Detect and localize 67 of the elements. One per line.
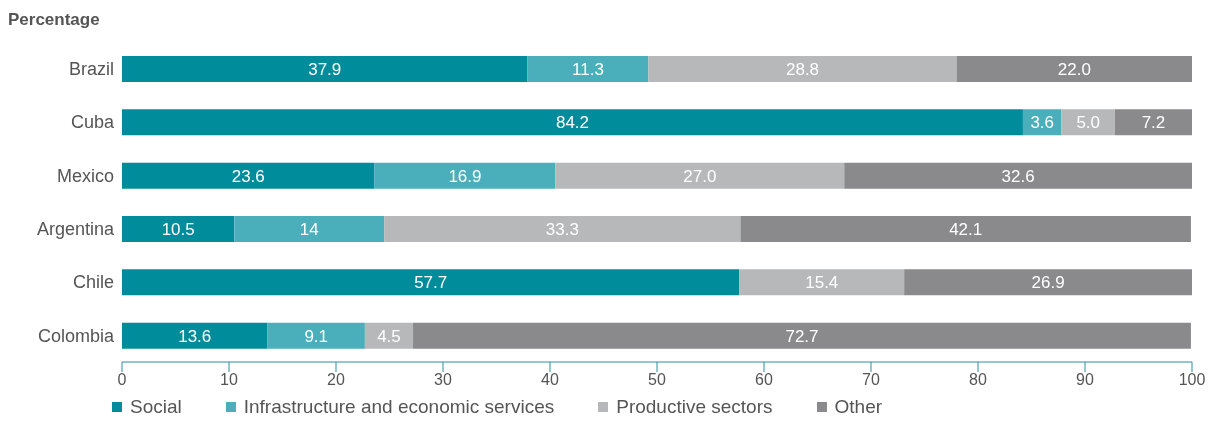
bar	[648, 56, 957, 82]
x-tick-label: 10	[220, 371, 238, 389]
data-label: 3.6	[1030, 113, 1055, 133]
data-label: 27.0	[683, 166, 717, 186]
x-tick-label: 20	[327, 371, 345, 389]
y-tick-label: Chile	[72, 272, 114, 293]
bar	[904, 269, 1192, 296]
data-label: 11.3	[572, 59, 604, 79]
bar	[234, 216, 385, 242]
y-tick-label: Cuba	[70, 112, 115, 133]
y-tick-label: Argentina	[36, 219, 115, 240]
legend-label: Productive sectors	[616, 396, 773, 418]
bar	[956, 56, 1192, 82]
data-label: 16.9	[448, 166, 482, 186]
data-label: 9.1	[304, 326, 329, 346]
data-label: 23.6	[231, 166, 265, 186]
bar	[122, 216, 235, 242]
x-tick-label: 60	[755, 371, 773, 389]
data-label: 33.3	[545, 219, 579, 239]
data-label: 4.5	[377, 326, 401, 346]
data-label: 5.0	[1076, 113, 1101, 133]
bar	[739, 269, 905, 296]
data-label: 37.9	[308, 59, 342, 79]
bar	[740, 216, 1191, 242]
bar	[122, 56, 528, 82]
y-tick-label: Mexico	[56, 165, 114, 186]
data-label: 10.5	[161, 219, 195, 239]
bar	[844, 162, 1192, 189]
data-label: 7.2	[1141, 113, 1166, 133]
y-tick-label: Brazil	[68, 59, 114, 80]
x-tick-label: 100	[1178, 371, 1206, 389]
legend-label: Other	[834, 396, 883, 418]
bar	[1061, 109, 1115, 136]
data-label: 14	[299, 219, 319, 239]
data-label: 15.4	[805, 273, 839, 293]
bar	[267, 322, 365, 349]
bar	[122, 162, 375, 189]
data-label: 32.6	[1001, 166, 1035, 186]
x-tick-label: 0	[117, 371, 127, 389]
x-tick-label: 80	[969, 371, 987, 389]
y-tick-label: Colombia	[37, 325, 115, 346]
bar	[384, 216, 741, 242]
data-label: 26.9	[1031, 273, 1065, 293]
bar	[122, 269, 740, 296]
bar	[364, 322, 414, 349]
data-label: 72.7	[785, 326, 819, 346]
data-label: 84.2	[555, 113, 590, 133]
x-tick-label: 50	[648, 371, 666, 389]
bar	[122, 109, 1023, 136]
data-label: 22.0	[1057, 59, 1091, 79]
bar	[374, 162, 556, 189]
bar	[413, 322, 1191, 349]
data-label: 28.8	[785, 59, 820, 79]
bar	[1114, 109, 1192, 136]
x-tick-label: 90	[1076, 371, 1094, 389]
data-label: 42.1	[949, 219, 983, 239]
x-axis-title: Percentage	[8, 10, 101, 31]
bar	[555, 162, 845, 189]
x-tick-label: 70	[862, 371, 880, 389]
x-tick-label: 30	[434, 371, 452, 389]
legend-label: Social	[130, 396, 182, 418]
legend-label: Infrastructure and economic services	[243, 396, 555, 418]
data-label: 13.6	[178, 326, 212, 346]
bar	[122, 322, 268, 349]
bar	[527, 56, 649, 82]
x-tick-label: 40	[541, 371, 559, 389]
data-label: 57.7	[414, 273, 448, 293]
